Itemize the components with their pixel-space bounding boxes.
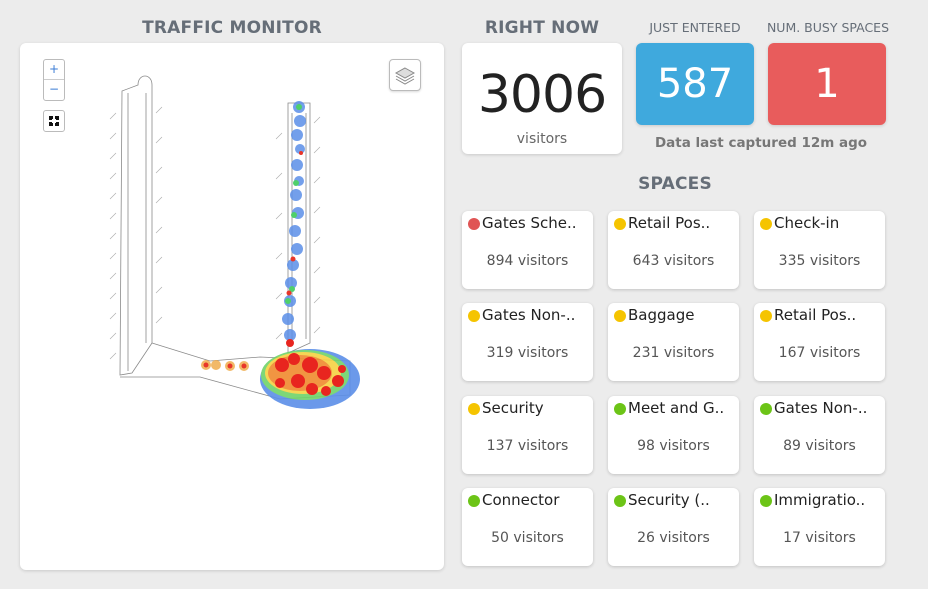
space-card[interactable]: Connector 50 visitors bbox=[462, 488, 593, 566]
status-dot-icon bbox=[468, 495, 480, 507]
zoom-out-button[interactable]: − bbox=[48, 82, 60, 96]
space-name: Gates Non-.. bbox=[482, 306, 576, 324]
busy-spaces-value: 1 bbox=[814, 61, 840, 107]
status-dot-icon bbox=[760, 495, 772, 507]
space-visitors: 335 visitors bbox=[778, 253, 861, 269]
space-visitors: 50 visitors bbox=[491, 530, 564, 546]
space-visitors: 894 visitors bbox=[486, 253, 569, 269]
right-now-unit: visitors bbox=[516, 131, 568, 147]
layers-button[interactable] bbox=[389, 59, 421, 91]
spaces-title: SPACES bbox=[638, 174, 712, 194]
space-card[interactable]: Meet and G.. 98 visitors bbox=[608, 396, 739, 474]
zoom-in-button[interactable]: + bbox=[44, 60, 64, 80]
status-dot-icon bbox=[468, 218, 480, 230]
space-card[interactable]: Retail Pos.. 167 visitors bbox=[754, 303, 885, 381]
right-now-title: RIGHT NOW bbox=[484, 18, 600, 38]
space-card[interactable]: Baggage 231 visitors bbox=[608, 303, 739, 381]
status-dot-icon bbox=[614, 310, 626, 322]
space-card[interactable]: Gates Sche.. 894 visitors bbox=[462, 211, 593, 289]
space-visitors: 89 visitors bbox=[783, 438, 856, 454]
right-now-card: 3006 visitors bbox=[462, 43, 622, 154]
just-entered-card: 587 bbox=[636, 43, 754, 125]
status-dot-icon bbox=[614, 495, 626, 507]
status-dot-icon bbox=[760, 310, 772, 322]
just-entered-title: JUST ENTERED bbox=[649, 20, 741, 35]
space-card[interactable]: Security (.. 26 visitors bbox=[608, 488, 739, 566]
status-dot-icon bbox=[760, 403, 772, 415]
status-dot-icon bbox=[760, 218, 772, 230]
space-visitors: 17 visitors bbox=[783, 530, 856, 546]
zoom-control: + − bbox=[43, 59, 65, 101]
floorplan-heatmap[interactable] bbox=[20, 43, 444, 570]
busy-spaces-title: NUM. BUSY SPACES bbox=[766, 20, 890, 35]
space-card[interactable]: Retail Pos.. 643 visitors bbox=[608, 211, 739, 289]
space-name: Gates Non-.. bbox=[774, 399, 868, 417]
last-captured-text: Data last captured 12m ago bbox=[654, 135, 868, 151]
space-name: Immigratio.. bbox=[774, 491, 866, 509]
space-visitors: 643 visitors bbox=[632, 253, 715, 269]
space-name: Security bbox=[482, 399, 544, 417]
space-name: Security (.. bbox=[628, 491, 710, 509]
space-name: Retail Pos.. bbox=[774, 306, 857, 324]
space-name: Gates Sche.. bbox=[482, 214, 577, 232]
status-dot-icon bbox=[468, 310, 480, 322]
just-entered-value: 587 bbox=[656, 61, 734, 107]
space-name: Meet and G.. bbox=[628, 399, 725, 417]
space-visitors: 231 visitors bbox=[632, 345, 715, 361]
space-visitors: 26 visitors bbox=[637, 530, 710, 546]
space-visitors: 137 visitors bbox=[486, 438, 569, 454]
layers-icon bbox=[394, 67, 416, 85]
traffic-map[interactable]: + − bbox=[20, 43, 444, 570]
space-name: Baggage bbox=[628, 306, 695, 324]
space-card[interactable]: Immigratio.. 17 visitors bbox=[754, 488, 885, 566]
fullscreen-icon bbox=[49, 116, 59, 126]
status-dot-icon bbox=[614, 218, 626, 230]
traffic-monitor-title: TRAFFIC MONITOR bbox=[142, 18, 322, 38]
space-card[interactable]: Gates Non-.. 319 visitors bbox=[462, 303, 593, 381]
space-name: Connector bbox=[482, 491, 560, 509]
busy-spaces-card: 1 bbox=[768, 43, 886, 125]
space-visitors: 167 visitors bbox=[778, 345, 861, 361]
space-visitors: 98 visitors bbox=[637, 438, 710, 454]
space-name: Check-in bbox=[774, 214, 840, 232]
status-dot-icon bbox=[614, 403, 626, 415]
right-now-value: 3006 bbox=[477, 65, 607, 125]
space-name: Retail Pos.. bbox=[628, 214, 711, 232]
space-card[interactable]: Security 137 visitors bbox=[462, 396, 593, 474]
status-dot-icon bbox=[468, 403, 480, 415]
space-card[interactable]: Check-in 335 visitors bbox=[754, 211, 885, 289]
fullscreen-button[interactable] bbox=[43, 110, 65, 132]
space-card[interactable]: Gates Non-.. 89 visitors bbox=[754, 396, 885, 474]
space-visitors: 319 visitors bbox=[486, 345, 569, 361]
